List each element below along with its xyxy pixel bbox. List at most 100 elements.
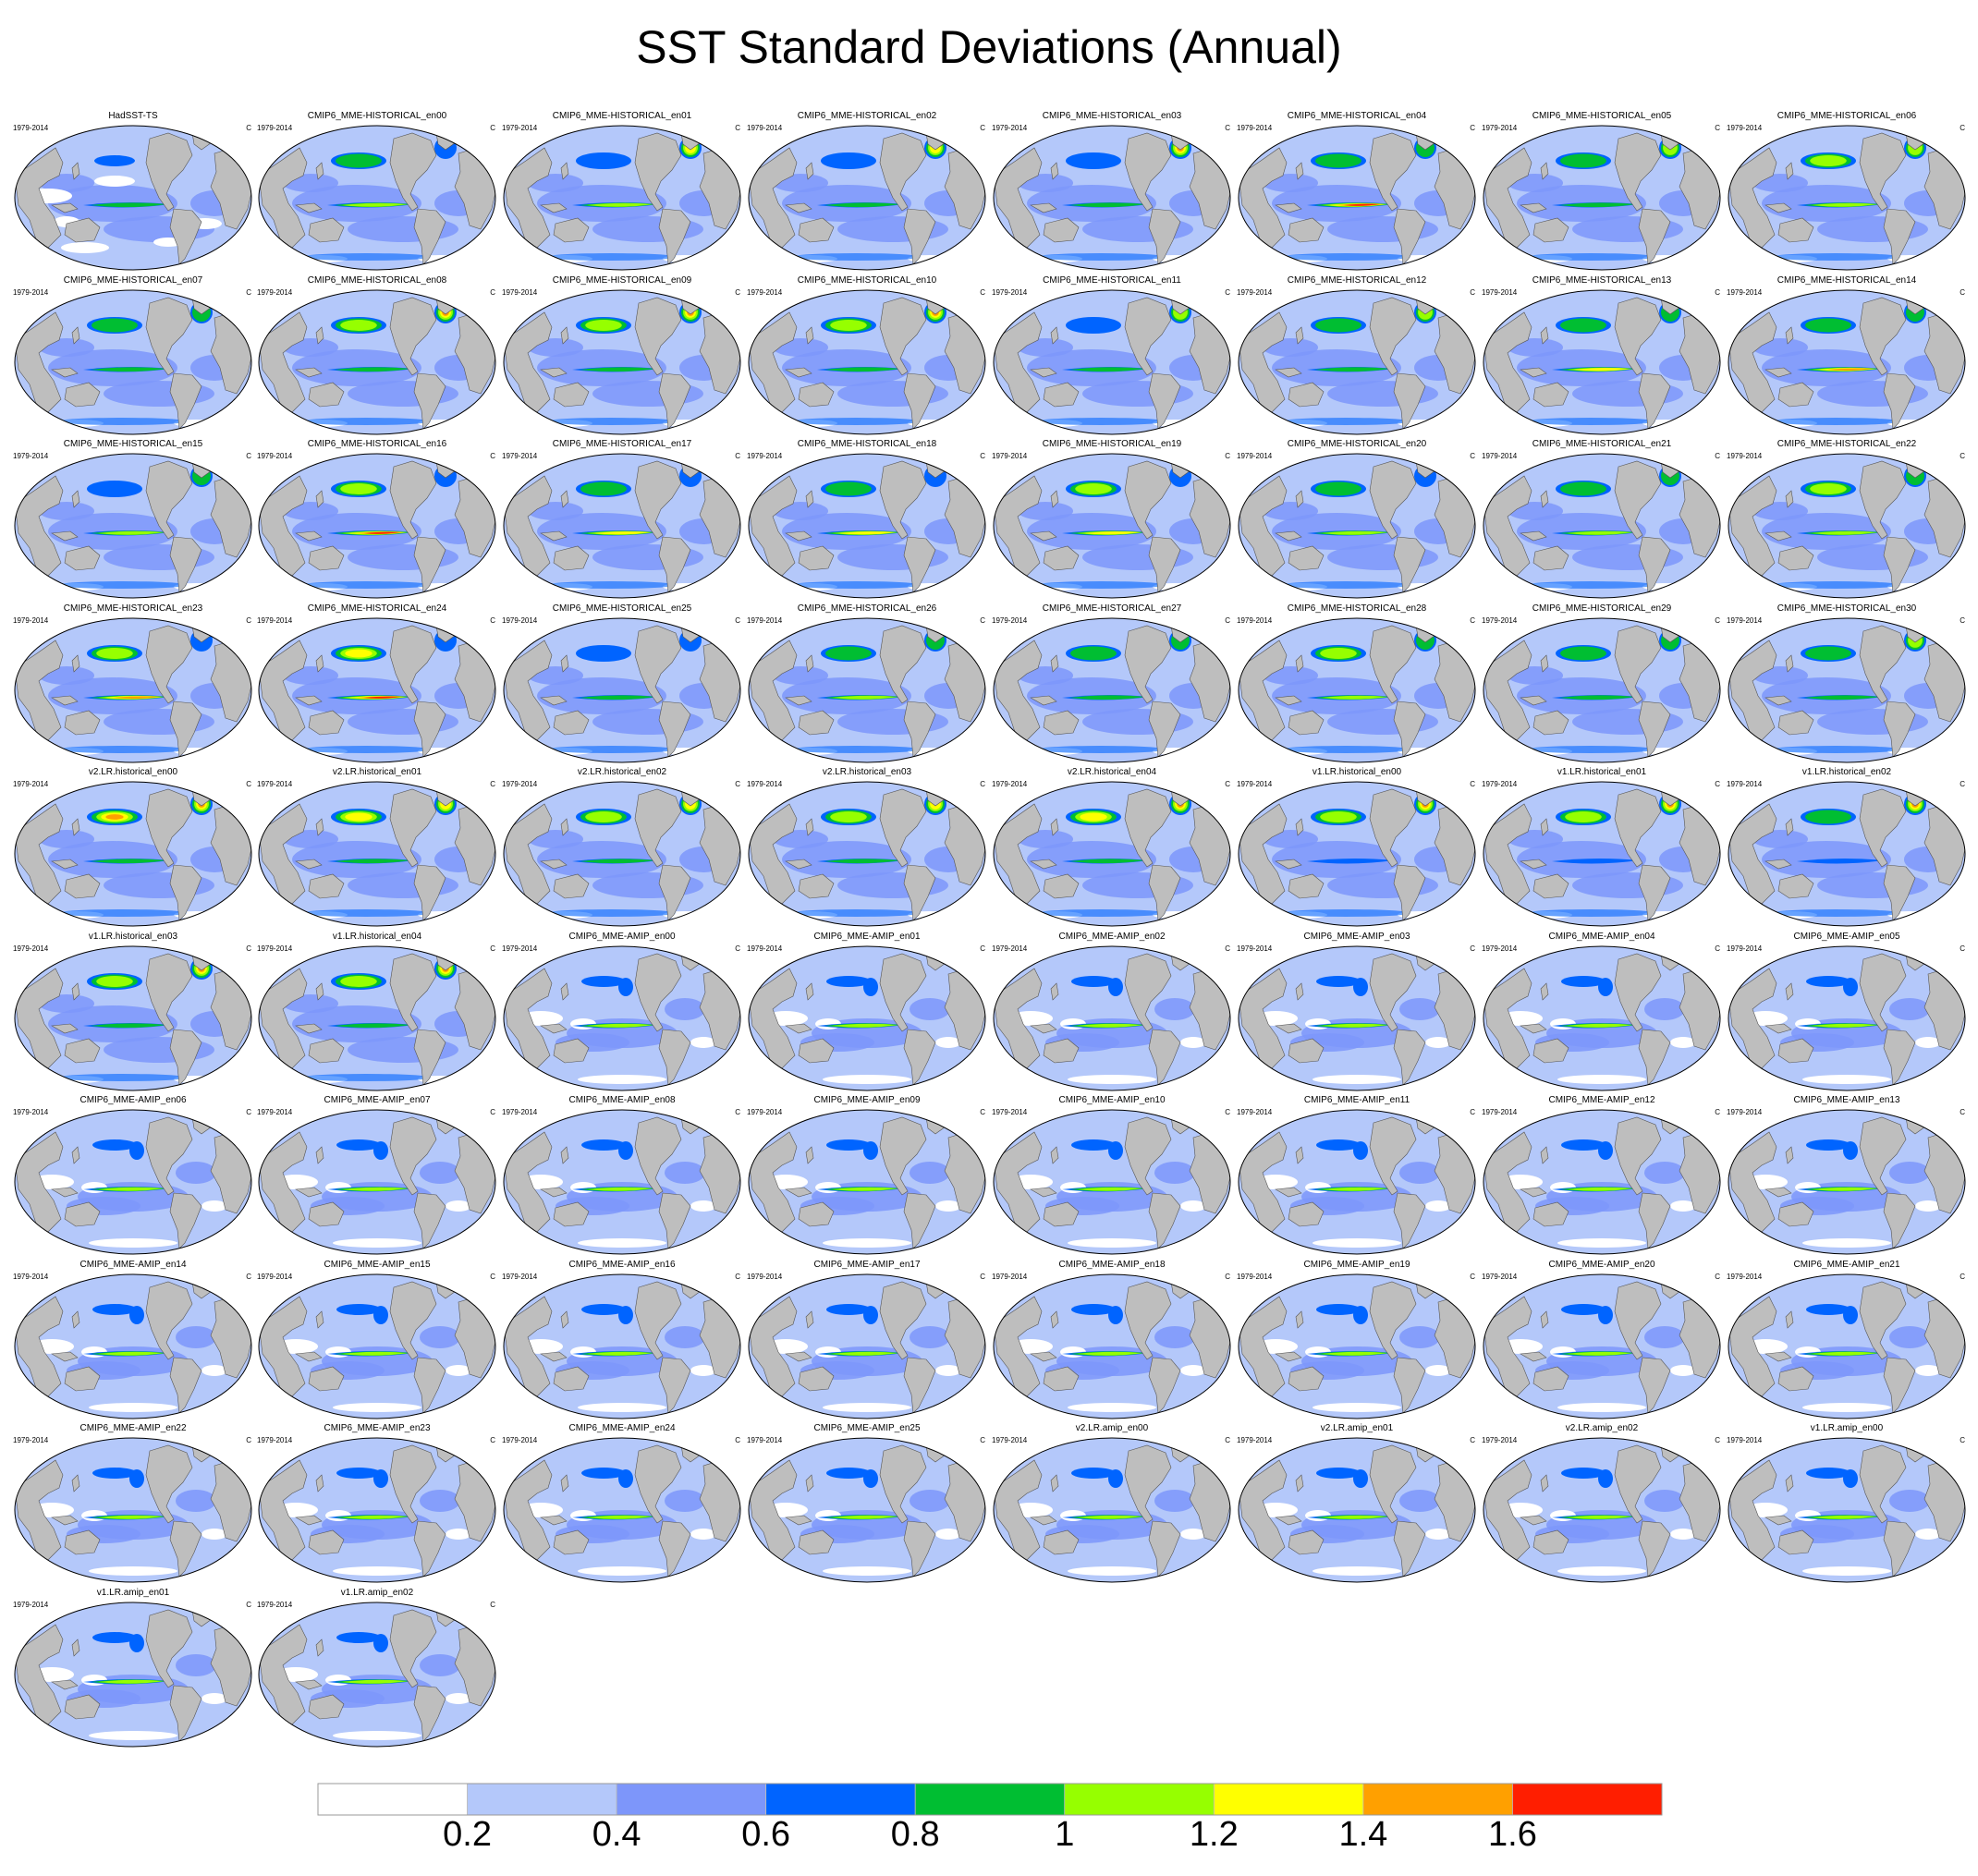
colorbar-swatch — [765, 1783, 916, 1816]
panel-period: 1979-2014 — [1237, 1272, 1273, 1281]
panel-units: C — [980, 1272, 985, 1281]
world-map — [14, 453, 252, 599]
panel-units: C — [980, 1108, 985, 1116]
panel-units: C — [1960, 124, 1965, 132]
panel-title: CMIP6_MME-HISTORICAL_en24 — [307, 603, 447, 614]
panel-title: CMIP6_MME-HISTORICAL_en01 — [552, 111, 692, 121]
panel-period: 1979-2014 — [257, 1272, 293, 1281]
world-map — [14, 125, 252, 271]
colorbar-tick-label: 0.8 — [890, 1815, 940, 1854]
panel-period: 1979-2014 — [992, 944, 1028, 953]
panel-title: v2.LR.historical_en00 — [88, 767, 178, 777]
panel-units: C — [490, 615, 495, 625]
colorbar-swatch — [1064, 1783, 1215, 1816]
world-map — [1238, 617, 1476, 762]
panel-period: 1979-2014 — [502, 1436, 538, 1444]
map-panel: CMIP6_MME-AMIP_en24 1979-2014 C — [500, 1423, 744, 1584]
panel-title: v2.LR.amip_en00 — [1075, 1423, 1149, 1433]
panel-title: CMIP6_MME-AMIP_en08 — [568, 1095, 676, 1105]
world-map — [14, 945, 252, 1090]
panel-units: C — [1960, 1272, 1965, 1281]
world-map — [1728, 289, 1966, 434]
map-panel: v2.LR.amip_en00 1979-2014 C — [990, 1423, 1234, 1584]
panel-title: CMIP6_MME-HISTORICAL_en19 — [1042, 439, 1182, 449]
map-panel: CMIP6_MME-HISTORICAL_en02 1979-2014 C — [745, 111, 989, 272]
colorbar-swatch — [317, 1783, 468, 1816]
panel-title: CMIP6_MME-AMIP_en21 — [1793, 1259, 1900, 1270]
map-panel: CMIP6_MME-HISTORICAL_en30 1979-2014 C — [1725, 603, 1969, 764]
panel-units: C — [1960, 780, 1965, 788]
panel-title: CMIP6_MME-HISTORICAL_en05 — [1532, 111, 1672, 121]
panel-units: C — [1470, 1108, 1475, 1116]
map-panel: v2.LR.historical_en00 1979-2014 C — [11, 767, 255, 928]
panel-title: v1.LR.historical_en00 — [1312, 767, 1402, 777]
world-map — [503, 125, 741, 271]
panel-period: 1979-2014 — [13, 615, 49, 625]
map-panel: v1.LR.amip_en00 1979-2014 C — [1725, 1423, 1969, 1584]
map-panel: CMIP6_MME-HISTORICAL_en06 1979-2014 C — [1725, 111, 1969, 272]
map-panel: HadSST-TS 1979-2014 C — [11, 111, 255, 272]
panel-title: CMIP6_MME-AMIP_en11 — [1303, 1095, 1410, 1105]
panel-title: CMIP6_MME-HISTORICAL_en02 — [797, 111, 937, 121]
world-map — [258, 781, 496, 927]
panel-period: 1979-2014 — [992, 1108, 1028, 1116]
world-map — [1483, 453, 1721, 599]
world-map — [1483, 781, 1721, 927]
panel-period: 1979-2014 — [257, 452, 293, 460]
panel-title: v1.LR.amip_en02 — [340, 1587, 414, 1598]
colorbar-swatch — [1512, 1783, 1663, 1816]
map-panel: CMIP6_MME-AMIP_en07 1979-2014 C — [255, 1095, 499, 1256]
world-map — [1238, 1273, 1476, 1419]
map-panel: CMIP6_MME-HISTORICAL_en29 1979-2014 C — [1480, 603, 1724, 764]
map-panel: CMIP6_MME-AMIP_en02 1979-2014 C — [990, 932, 1234, 1092]
panel-title: CMIP6_MME-HISTORICAL_en06 — [1777, 111, 1917, 121]
panel-title: CMIP6_MME-AMIP_en17 — [813, 1259, 921, 1270]
panel-units: C — [1715, 944, 1720, 953]
world-map — [993, 945, 1231, 1090]
world-map — [1728, 617, 1966, 762]
panel-title: CMIP6_MME-HISTORICAL_en14 — [1777, 274, 1917, 286]
panel-units: C — [1470, 452, 1475, 460]
colorbar-tick-label: 0.4 — [592, 1815, 641, 1854]
panel-period: 1979-2014 — [502, 1108, 538, 1116]
panel-period: 1979-2014 — [13, 1272, 49, 1281]
panel-period: 1979-2014 — [13, 124, 49, 132]
map-panel: CMIP6_MME-HISTORICAL_en03 1979-2014 C — [990, 111, 1234, 272]
map-panel: CMIP6_MME-AMIP_en23 1979-2014 C — [255, 1423, 499, 1584]
panel-period: 1979-2014 — [1482, 780, 1518, 788]
panel-units: C — [1225, 1108, 1230, 1116]
world-map — [748, 781, 986, 927]
panel-period: 1979-2014 — [747, 615, 783, 625]
panel-title: CMIP6_MME-AMIP_en04 — [1548, 931, 1655, 942]
colorbar-tick-label: 1 — [1055, 1815, 1075, 1854]
panel-units: C — [1225, 615, 1230, 625]
panel-title: CMIP6_MME-HISTORICAL_en15 — [63, 439, 203, 449]
colorbar-tick-label: 0.2 — [443, 1815, 492, 1854]
panel-units: C — [735, 944, 740, 953]
panel-units: C — [246, 124, 251, 132]
world-map — [1483, 1109, 1721, 1255]
world-map — [1483, 1437, 1721, 1583]
world-map — [258, 1273, 496, 1419]
world-map — [503, 453, 741, 599]
map-panel: CMIP6_MME-AMIP_en04 1979-2014 C — [1480, 932, 1724, 1092]
map-panel: v1.LR.historical_en02 1979-2014 C — [1725, 767, 1969, 928]
world-map — [1238, 1109, 1476, 1255]
panel-period: 1979-2014 — [1727, 615, 1763, 625]
map-panel: v2.LR.historical_en04 1979-2014 C — [990, 767, 1234, 928]
panel-title: CMIP6_MME-AMIP_en23 — [324, 1423, 431, 1433]
panel-period: 1979-2014 — [992, 1436, 1028, 1444]
panel-units: C — [490, 1108, 495, 1116]
map-panel: CMIP6_MME-HISTORICAL_en11 1979-2014 C — [990, 275, 1234, 436]
panel-title: v1.LR.historical_en02 — [1801, 767, 1892, 777]
panel-title: CMIP6_MME-HISTORICAL_en29 — [1532, 603, 1672, 614]
panel-units: C — [980, 615, 985, 625]
panel-units: C — [735, 124, 740, 132]
panel-title: CMIP6_MME-AMIP_en03 — [1303, 931, 1410, 942]
panel-title: CMIP6_MME-HISTORICAL_en11 — [1043, 274, 1181, 286]
map-panel: CMIP6_MME-AMIP_en10 1979-2014 C — [990, 1095, 1234, 1256]
map-panel: CMIP6_MME-HISTORICAL_en20 1979-2014 C — [1235, 439, 1479, 600]
panel-title: CMIP6_MME-HISTORICAL_en18 — [797, 439, 937, 449]
panel-period: 1979-2014 — [13, 1108, 49, 1116]
world-map — [1483, 289, 1721, 434]
